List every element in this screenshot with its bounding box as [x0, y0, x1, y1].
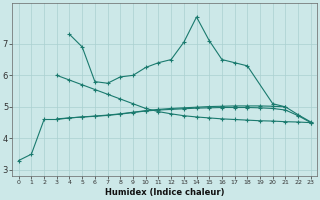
- X-axis label: Humidex (Indice chaleur): Humidex (Indice chaleur): [105, 188, 225, 197]
